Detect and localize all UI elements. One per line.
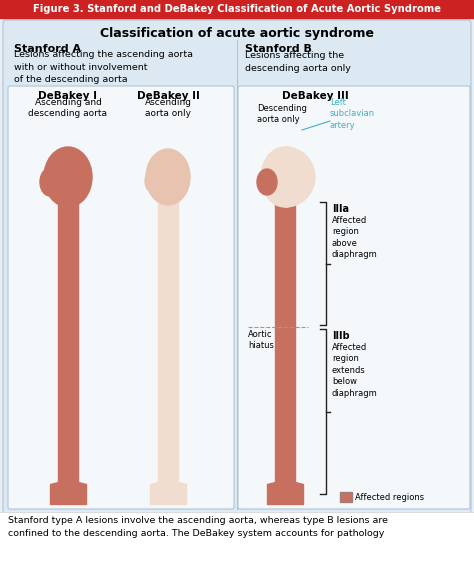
Text: Figure 3. Stanford and DeBakey Classification of Acute Aortic Syndrome: Figure 3. Stanford and DeBakey Classific… [33,4,441,14]
Ellipse shape [261,147,309,207]
FancyBboxPatch shape [238,86,470,509]
Text: Lesions affecting the
descending aorta only: Lesions affecting the descending aorta o… [245,51,351,73]
Text: Ascending
aorta only: Ascending aorta only [145,98,191,119]
Text: Aortic
hiatus: Aortic hiatus [248,330,274,350]
Text: IIIa: IIIa [332,204,349,214]
Ellipse shape [257,169,277,195]
Text: Affected
region
extends
below
diaphragm: Affected region extends below diaphragm [332,343,378,398]
Ellipse shape [40,168,60,196]
Bar [340,492,352,502]
Text: DeBakey II: DeBakey II [137,91,200,101]
Text: Descending
aorta only: Descending aorta only [257,104,307,124]
Bar [0,18,474,512]
Bar [275,192,295,482]
Text: Ascending and
descending aorta: Ascending and descending aorta [28,98,108,119]
Bar [278,160,292,177]
Bar [0,0,474,18]
Text: Stanford A: Stanford A [14,44,81,54]
Bar [58,192,78,482]
Bar [340,492,352,502]
Text: Classification of acute aortic syndrome: Classification of acute aortic syndrome [100,27,374,40]
Text: Stanford type A lesions involve the ascending aorta, whereas type B lesions are
: Stanford type A lesions involve the asce… [8,516,388,538]
Bar [0,512,474,567]
Text: Left
subclavian
artery: Left subclavian artery [330,99,375,130]
Text: Affected
region
above
diaphragm: Affected region above diaphragm [332,216,378,259]
Text: DeBakey I: DeBakey I [38,91,98,101]
Ellipse shape [146,149,190,205]
Bar [158,191,178,482]
FancyBboxPatch shape [8,86,234,509]
Ellipse shape [145,169,163,193]
Bar [61,160,75,177]
Text: Lesions affecting the ascending aorta
with or without involvement
of the descend: Lesions affecting the ascending aorta wi… [14,50,193,84]
Ellipse shape [44,147,92,207]
Text: DeBakey III: DeBakey III [282,91,348,101]
Wedge shape [285,147,315,207]
Text: Stanford B: Stanford B [245,44,312,54]
Text: Affected regions: Affected regions [355,493,424,501]
FancyBboxPatch shape [3,20,471,513]
Bar [161,162,175,177]
Text: IIIb: IIIb [332,331,350,341]
